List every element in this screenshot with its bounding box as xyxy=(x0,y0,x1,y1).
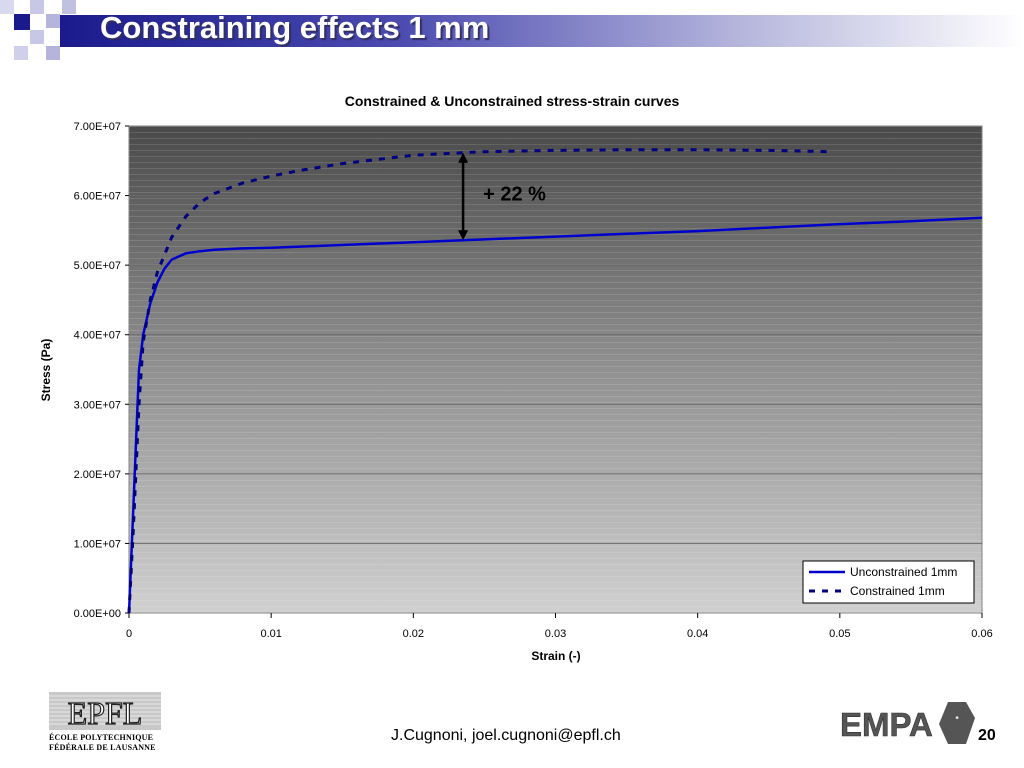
series-line-constrained xyxy=(127,148,833,614)
y-axis-label: Stress (Pa) xyxy=(39,339,53,402)
epfl-logo: EPFL ÉCOLE POLYTECHNIQUE FÉDÉRALE DE LAU… xyxy=(49,692,161,752)
epfl-logo-line2: FÉDÉRALE DE LAUSANNE xyxy=(49,743,156,752)
legend-label-unconstrained: Unconstrained 1mm xyxy=(850,565,957,579)
x-axis-ticks: 0 0.01 0.02 0.03 0.04 0.05 0.06 xyxy=(126,613,993,640)
annotation-label: + 22 % xyxy=(483,184,546,206)
plot-area-stripes xyxy=(129,126,982,613)
epfl-logo-mark: EPFL xyxy=(49,692,161,732)
y-tick-label: 5.00E+07 xyxy=(74,260,121,272)
x-tick-label: 0.05 xyxy=(829,628,850,640)
legend: Unconstrained 1mm Constrained 1mm xyxy=(802,560,975,604)
annotation-arrowhead-up xyxy=(458,152,469,163)
x-tick-label: 0 xyxy=(126,628,132,640)
legend-box xyxy=(802,560,975,604)
footer-author: J.Cugnoni, joel.cugnoni@epfl.ch xyxy=(391,727,621,744)
y-tick-label: 1.00E+07 xyxy=(74,538,121,550)
page-number: 20 xyxy=(978,727,996,744)
y-tick-label: 2.00E+07 xyxy=(74,469,121,481)
y-tick-label: 4.00E+07 xyxy=(74,330,121,342)
x-tick-label: 0.01 xyxy=(260,628,281,640)
x-tick-label: 0.03 xyxy=(545,628,566,640)
x-tick-label: 0.04 xyxy=(687,628,708,640)
x-tick-label: 0.06 xyxy=(971,628,992,640)
gridlines xyxy=(129,195,982,544)
y-tick-label: 7.00E+07 xyxy=(74,121,121,133)
title-bar xyxy=(60,15,1024,47)
annotation-arrowhead-down xyxy=(458,230,469,241)
svg-text:*: * xyxy=(955,715,959,724)
y-tick-label: 0.00E+00 xyxy=(74,608,121,620)
slide-title: Constraining effects 1 mm xyxy=(100,10,490,45)
x-tick-label: 0.02 xyxy=(403,628,424,640)
empa-logo: EMPA * xyxy=(840,702,975,744)
y-axis-ticks: 0.00E+00 1.00E+07 2.00E+07 3.00E+07 4.00E+07… xyxy=(74,121,129,620)
x-axis-label: Strain (-) xyxy=(531,649,580,663)
legend-label-constrained: Constrained 1mm xyxy=(850,584,945,598)
y-tick-label: 3.00E+07 xyxy=(74,399,121,411)
epfl-logo-line1: ÉCOLE POLYTECHNIQUE xyxy=(49,733,154,742)
empa-logo-text: EMPA xyxy=(840,706,933,743)
decorative-squares xyxy=(0,0,76,60)
series-layer xyxy=(127,148,983,614)
svg-text:EPFL: EPFL xyxy=(68,695,143,731)
annotation-layer: + 22 % xyxy=(458,152,546,241)
y-tick-label: 6.00E+07 xyxy=(74,191,121,203)
chart-title: Constrained & Unconstrained stress-strai… xyxy=(345,93,680,109)
